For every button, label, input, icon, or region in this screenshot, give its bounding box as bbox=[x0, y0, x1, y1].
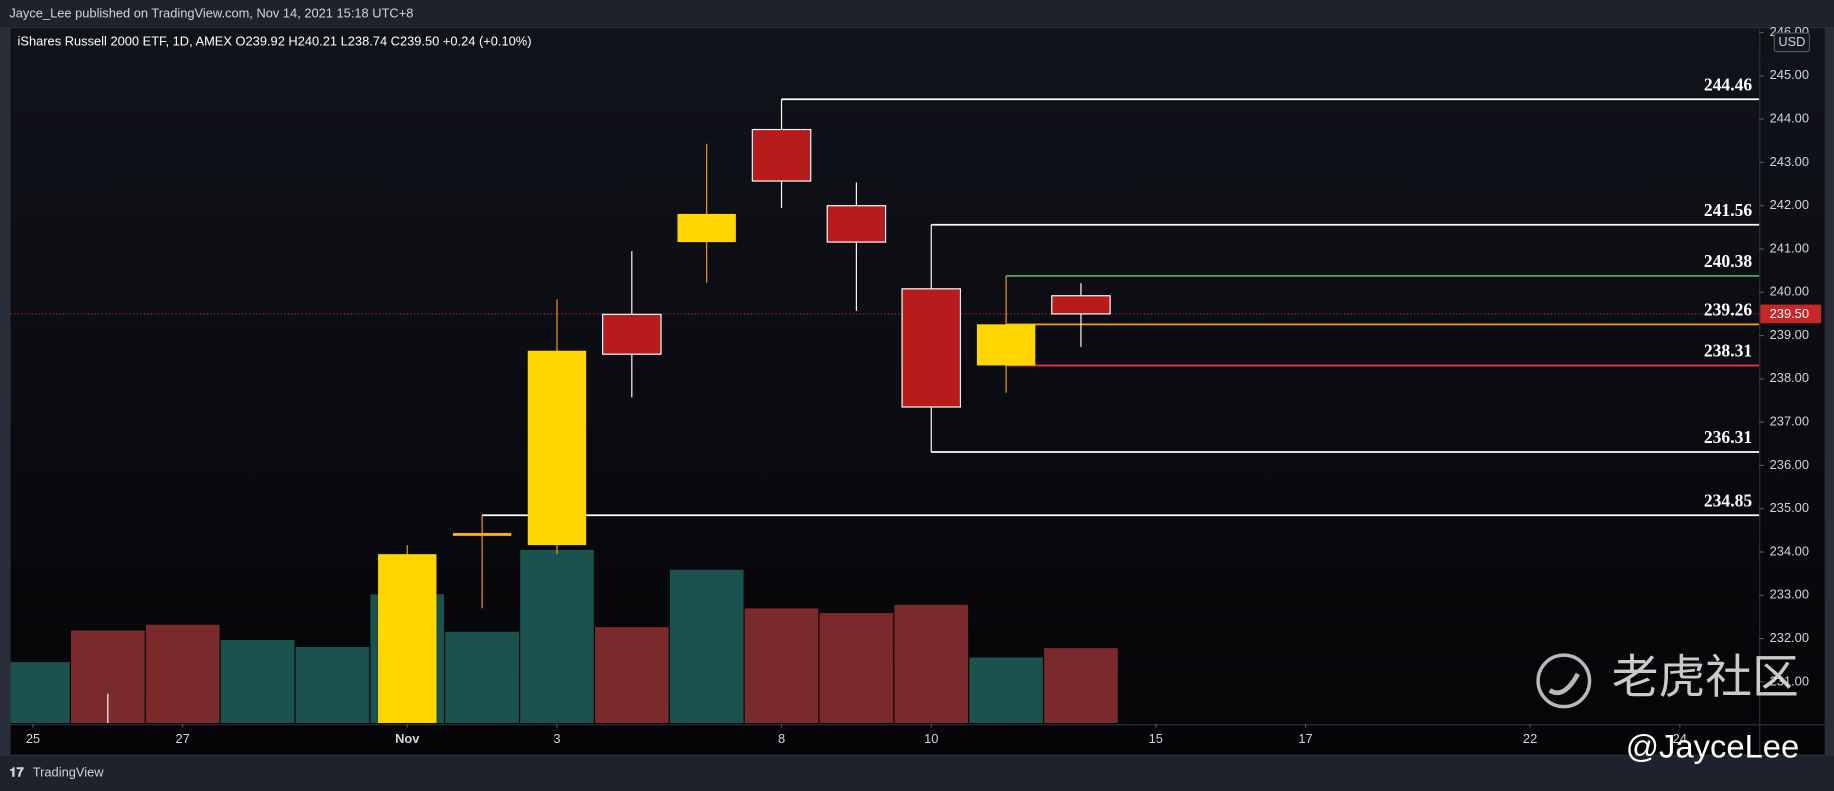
volume-bar bbox=[520, 549, 594, 723]
level-label: 238.31 bbox=[1704, 341, 1752, 361]
y-tick-label: 233.00 bbox=[1770, 587, 1809, 602]
y-tick-label: 236.00 bbox=[1770, 457, 1809, 472]
candle-body bbox=[602, 313, 662, 355]
last-price-label: 239.50 bbox=[1770, 306, 1809, 321]
candle-body bbox=[751, 128, 812, 182]
volume-bar bbox=[819, 613, 894, 723]
volume-bar bbox=[669, 569, 744, 723]
x-tick-label: Nov bbox=[395, 731, 420, 746]
level-label: 241.56 bbox=[1704, 200, 1752, 220]
currency: USD bbox=[1778, 34, 1805, 49]
candle-body bbox=[1051, 295, 1111, 315]
last-price-tag bbox=[1760, 304, 1822, 324]
footer-bar bbox=[0, 755, 1834, 791]
y-tick-label: 240.00 bbox=[1770, 284, 1809, 299]
candle-body bbox=[677, 213, 736, 243]
y-tick-label: 238.00 bbox=[1770, 370, 1809, 385]
volume-bar bbox=[744, 608, 819, 723]
currency-box bbox=[1773, 32, 1811, 53]
candle-body bbox=[976, 324, 1036, 366]
x-tick-label: 15 bbox=[1149, 731, 1163, 746]
candle-body bbox=[901, 288, 962, 408]
y-tick-label: 231.00 bbox=[1770, 673, 1809, 688]
y-tick-label: 234.00 bbox=[1770, 543, 1809, 558]
footer-logo: 𝟏𝟕 bbox=[9, 765, 24, 780]
volume-bar bbox=[220, 639, 295, 723]
watermark-logo bbox=[1536, 653, 1592, 709]
volume-bar bbox=[10, 662, 70, 723]
y-tick-label: 232.00 bbox=[1770, 630, 1809, 645]
watermark-stripe bbox=[1548, 672, 1580, 696]
level-label: 240.38 bbox=[1704, 251, 1752, 271]
x-tick-label: 24 bbox=[1673, 731, 1687, 746]
logo-mark: 𝟏𝟕 bbox=[9, 765, 24, 780]
y-tick-label: 244.00 bbox=[1770, 111, 1809, 126]
watermark-text: 老虎社区 bbox=[1612, 651, 1799, 703]
y-tick-label: 239.00 bbox=[1770, 327, 1809, 342]
top-bar bbox=[0, 0, 1834, 28]
x-tick-label: 22 bbox=[1523, 731, 1537, 746]
x-tick-label: 8 bbox=[778, 731, 785, 746]
candle-body bbox=[378, 554, 437, 724]
volume-bar bbox=[894, 604, 969, 723]
symbol-legend: iShares Russell 2000 ETF, 1D, AMEX O239.… bbox=[18, 34, 532, 49]
volume-bar bbox=[594, 627, 669, 723]
y-tick-label: 241.00 bbox=[1770, 240, 1809, 255]
candle-body bbox=[527, 350, 587, 546]
axes: 231.00 232.00 233.00 234.00 235.00 236.00 237.… bbox=[26, 24, 1822, 746]
volume-bar bbox=[145, 624, 220, 723]
publish-header: Jayce_Lee published on TradingView.com, … bbox=[9, 6, 413, 21]
y-tick-label: 235.00 bbox=[1770, 500, 1809, 515]
x-tick-label: 17 bbox=[1298, 731, 1312, 746]
x-tick-label: 10 bbox=[924, 731, 938, 746]
level-label: 234.85 bbox=[1704, 490, 1752, 510]
watermark-circle bbox=[1536, 653, 1592, 709]
volume-bar bbox=[445, 631, 519, 723]
y-tick-label: 245.00 bbox=[1770, 67, 1809, 82]
y-tick-label: 243.00 bbox=[1770, 154, 1809, 169]
candle-body bbox=[826, 205, 887, 243]
level-label: 236.31 bbox=[1704, 427, 1752, 447]
author-tag: @JayceLee bbox=[1626, 727, 1799, 764]
plot-area bbox=[10, 98, 1760, 724]
footer-brand: TradingView bbox=[33, 765, 104, 780]
volume-bar bbox=[1044, 648, 1118, 723]
y-tick-label: 242.00 bbox=[1770, 197, 1809, 212]
x-tick-label: 25 bbox=[26, 731, 40, 746]
level-label: 244.46 bbox=[1704, 74, 1752, 94]
x-tick-label: 27 bbox=[176, 731, 190, 746]
volume-bar bbox=[295, 646, 370, 723]
volume-bar bbox=[969, 657, 1043, 723]
x-tick-label: 3 bbox=[553, 731, 560, 746]
level-label: 239.26 bbox=[1704, 299, 1752, 319]
candle-body bbox=[452, 532, 512, 536]
y-tick-label: 237.00 bbox=[1770, 414, 1809, 429]
